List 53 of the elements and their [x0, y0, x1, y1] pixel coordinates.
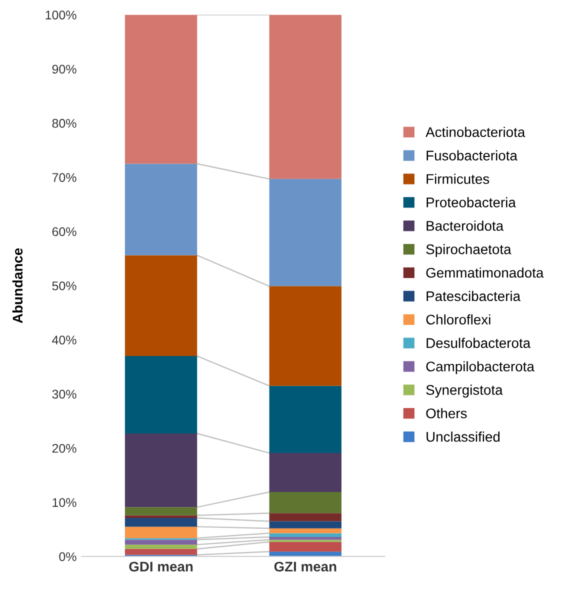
- bar: [124, 544, 198, 549]
- bar: [124, 255, 198, 356]
- y-tick-label: 80%: [52, 118, 76, 128]
- bar: [124, 434, 198, 508]
- bar: [124, 540, 198, 545]
- y-axis-title: Abundance: [12, 248, 23, 324]
- y-tick-label: 10%: [52, 498, 76, 507]
- bar: [269, 386, 342, 454]
- legend-label: Proteobacteria: [426, 197, 516, 208]
- y-tick-label: 20%: [52, 444, 76, 453]
- bar: [124, 356, 198, 434]
- legend-label: Patescibacteria: [426, 290, 521, 302]
- legend-label: Spirochaetota: [426, 244, 512, 257]
- legend-label: Bacteroidota: [426, 220, 504, 231]
- legend-label: Actinobacteriota: [426, 126, 526, 138]
- legend-label: Campilobacterota: [426, 361, 534, 374]
- legend-label: Synergistota: [426, 384, 503, 398]
- bar: [269, 542, 342, 552]
- y-tick-label: 100%: [46, 10, 76, 20]
- legend-label: Firmicutes: [426, 174, 490, 184]
- legend-label: Gemmatimonadota: [426, 267, 544, 278]
- legend-label: Chloroflexi: [426, 314, 490, 325]
- bar: [269, 178, 342, 286]
- bar: [124, 548, 198, 555]
- bar: [269, 14, 342, 179]
- x-tick-label: GZI mean: [274, 562, 336, 572]
- y-tick-label: 40%: [52, 336, 76, 344]
- bar: [269, 528, 342, 534]
- bar: [269, 513, 342, 522]
- bar: [124, 507, 198, 516]
- bar: [124, 164, 198, 256]
- legend-label: Unclassified: [426, 432, 500, 442]
- y-tick-label: 0%: [59, 552, 76, 562]
- bar: [124, 14, 198, 164]
- legend-label: Desulfobacterota: [426, 338, 531, 348]
- bar: [269, 286, 342, 386]
- y-tick-label: 60%: [52, 227, 76, 236]
- bar: [269, 492, 342, 514]
- bar: [124, 515, 198, 518]
- bar: [269, 453, 342, 492]
- y-tick-label: 90%: [52, 64, 76, 74]
- x-tick-label: GDI mean: [129, 562, 193, 572]
- bar: [269, 536, 342, 540]
- legend-label: Others: [426, 408, 467, 418]
- y-tick-label: 50%: [52, 281, 76, 290]
- bar: [269, 521, 342, 528]
- bar: [124, 526, 198, 538]
- bar: [269, 552, 342, 556]
- y-tick-label: 70%: [52, 173, 76, 182]
- legend-label: Fusobacteriota: [426, 150, 518, 160]
- bar: [124, 518, 198, 527]
- bar: [269, 533, 342, 537]
- y-tick-label: 30%: [52, 390, 76, 399]
